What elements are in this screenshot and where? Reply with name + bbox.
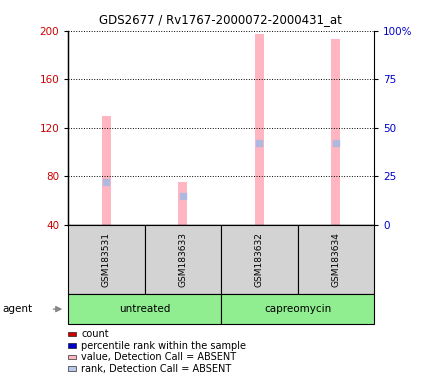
Bar: [102, 116, 111, 225]
Text: count: count: [81, 329, 109, 339]
Point: [103, 179, 110, 185]
Text: GSM183634: GSM183634: [331, 232, 340, 286]
Text: GSM183633: GSM183633: [178, 232, 187, 287]
Text: capreomycin: capreomycin: [264, 304, 331, 314]
Point: [256, 140, 263, 146]
Text: percentile rank within the sample: percentile rank within the sample: [81, 341, 246, 351]
Text: rank, Detection Call = ABSENT: rank, Detection Call = ABSENT: [81, 364, 231, 374]
Text: untreated: untreated: [119, 304, 170, 314]
Point: [180, 192, 187, 199]
Bar: [178, 182, 187, 225]
Text: GDS2677 / Rv1767-2000072-2000431_at: GDS2677 / Rv1767-2000072-2000431_at: [99, 13, 341, 26]
Point: [332, 140, 339, 146]
Text: GSM183531: GSM183531: [102, 232, 111, 287]
Bar: [331, 39, 341, 225]
Bar: [255, 34, 264, 225]
Text: agent: agent: [2, 304, 32, 314]
Text: GSM183632: GSM183632: [255, 232, 264, 286]
Text: value, Detection Call = ABSENT: value, Detection Call = ABSENT: [81, 352, 237, 362]
